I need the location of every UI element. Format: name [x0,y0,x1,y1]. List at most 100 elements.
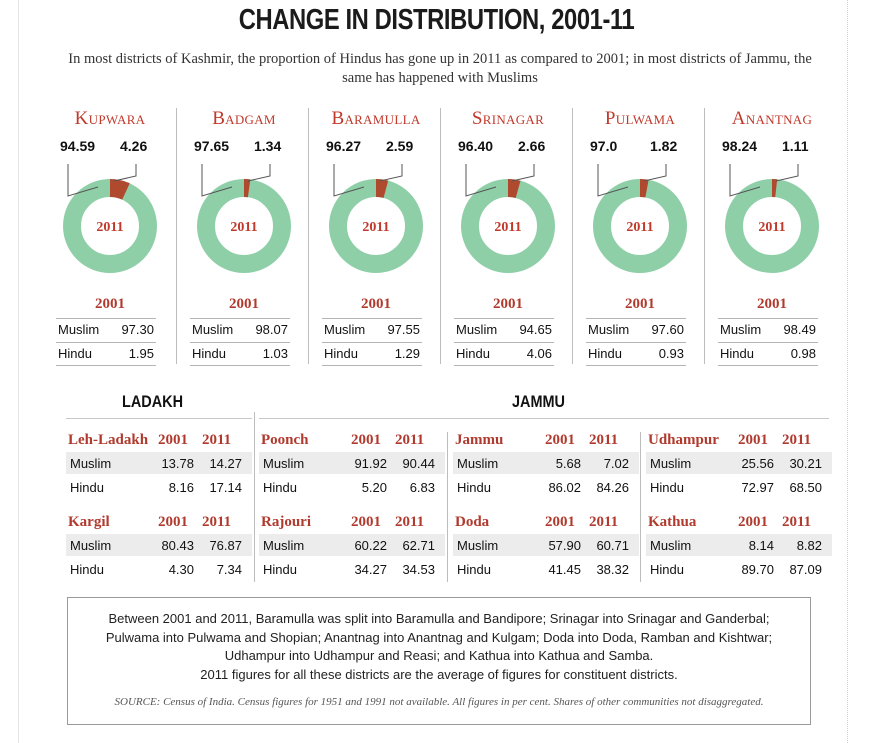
year-2001-label: 2001 [625,296,655,312]
district-panel: Pulwama 97.0 1.82 2011 2001 Muslim 97.60 Hindu 0… [574,104,706,366]
table-value-2011: 7.34 [216,562,242,577]
chart-title: CHANGE IN DISTRIBUTION, 2001-11 [238,4,635,36]
table-year-2001: 2001 [351,514,381,530]
table-row-label: Hindu [70,480,104,495]
hindu-slice [329,179,423,273]
donut-chart: 2011 [725,164,819,273]
table-value-2001: 4.30 [168,562,194,577]
table-row-muslim: Muslim 5.68 7.02 [453,452,639,474]
table-value-2001: 5.20 [361,480,387,495]
table-header: Leh-Ladakh 2001 2011 [66,428,252,450]
row-value: 97.55 [387,322,420,337]
muslim-2011-value: 98.24 [722,138,758,154]
table-row-label: Hindu [70,562,104,577]
table-year-2001: 2001 [738,514,768,530]
district-divider [176,108,177,364]
table-value-2011: 14.27 [209,456,242,471]
table-row-label: Muslim [650,456,692,471]
table-row-hindu: Hindu 41.45 38.32 [453,558,639,580]
donut-center-label: 2011 [230,220,257,235]
table-value-2001: 34.27 [354,562,387,577]
year-2001-label: 2001 [229,296,259,312]
table-header: Rajouri 2001 2011 [259,510,445,532]
table-year-2011: 2011 [782,514,812,530]
donut-chart: 2011 [197,164,291,273]
district-panel: Srinagar 96.40 2.66 2011 2001 Muslim 94.65 Hind… [442,104,574,366]
table-header: Doda 2001 2011 [453,510,639,532]
table-row-hindu: Hindu 34.27 34.53 [259,558,445,580]
table-year-2001: 2001 [545,514,575,530]
table-row-hindu: Hindu 5.20 6.83 [259,476,445,498]
note-line: 2011 figures for all these districts are… [200,666,678,682]
hindu-2001-row: Hindu 0.93 [586,342,686,366]
muslim-2011-value: 96.40 [458,138,494,154]
row-label: Muslim [456,322,498,337]
hindu-2011-value: 4.26 [120,138,148,154]
table-value-2001: 89.70 [741,562,774,577]
table-value-2001: 86.02 [548,480,581,495]
table-row-label: Muslim [650,538,692,553]
donut-chart: 2011 [593,164,687,273]
table-row-muslim: Muslim 60.22 62.71 [259,534,445,556]
district-table: Poonch 2001 2011 Muslim 91.92 90.44 Hindu 5.20 6… [259,428,445,498]
table-district-name: Kargil [68,514,110,530]
district-name: Badgam [212,108,276,129]
hindu-2011-value: 1.34 [254,138,282,154]
hindu-2011-value: 2.66 [518,138,546,154]
hindu-slice [725,179,819,273]
table-header: Poonch 2001 2011 [259,428,445,450]
donut-center-label: 2011 [96,220,123,235]
hindu-leader-line [247,164,271,182]
district-table: Udhampur 2001 2011 Muslim 25.56 30.21 Hindu 72.… [646,428,832,498]
row-label: Muslim [720,322,762,337]
table-row-label: Muslim [70,538,112,553]
donut-center-label: 2011 [494,220,521,235]
table-value-2011: 84.26 [596,480,629,495]
table-row-muslim: Muslim 91.92 90.44 [259,452,445,474]
table-value-2011: 60.71 [596,538,629,553]
muslim-2001-row: Muslim 98.07 [190,318,290,341]
district-name: Kupwara [74,108,146,129]
row-label: Muslim [58,322,100,337]
muslim-2001-row: Muslim 97.55 [322,318,422,341]
district-table: Leh-Ladakh 2001 2011 Muslim 13.78 14.27 Hindu 8… [66,428,252,498]
row-label: Muslim [588,322,630,337]
table-year-2011: 2011 [202,514,232,530]
table-value-2001: 41.45 [548,562,581,577]
district-name: Srinagar [471,108,545,129]
row-value: 0.98 [790,346,816,361]
ladakh-heading: LADAKH [122,392,184,411]
table-value-2011: 76.87 [209,538,242,553]
table-row-label: Hindu [650,562,684,577]
table-row-muslim: Muslim 8.14 8.82 [646,534,832,556]
table-value-2011: 7.02 [603,456,629,471]
chart-subtitle: In most districts of Kashmir, the propor… [68,51,812,86]
table-value-2011: 6.83 [409,480,435,495]
table-year-2001: 2001 [545,432,575,448]
hindu-leader-line [643,164,667,182]
table-header: Jammu 2001 2011 [453,428,639,450]
table-district-name: Kathua [648,514,697,530]
table-row-muslim: Muslim 80.43 76.87 [66,534,252,556]
table-row-muslim: Muslim 25.56 30.21 [646,452,832,474]
row-value: 97.30 [121,322,154,337]
table-row-muslim: Muslim 13.78 14.27 [66,452,252,474]
district-name: Pulwama [604,108,676,129]
muslim-2011-value: 96.27 [326,138,362,154]
hindu-slice [197,179,291,273]
note-line: Between 2001 and 2011, Baramulla was spl… [108,611,770,626]
table-value-2011: 17.14 [209,480,242,495]
hindu-2011-value: 2.59 [386,138,414,154]
section-rule [259,418,829,419]
table-value-2001: 57.90 [548,538,581,553]
table-year-2001: 2001 [738,432,768,448]
muslim-2011-value: 94.59 [60,138,96,154]
hindu-slice [63,179,157,273]
table-row-hindu: Hindu 8.16 17.14 [66,476,252,498]
table-divider [447,432,448,582]
note-box: Between 2001 and 2011, Baramulla was spl… [67,597,811,725]
table-row-muslim: Muslim 57.90 60.71 [453,534,639,556]
row-value: 1.03 [262,346,288,361]
district-divider [308,108,309,364]
muslim-2001-row: Muslim 94.65 [454,318,554,341]
